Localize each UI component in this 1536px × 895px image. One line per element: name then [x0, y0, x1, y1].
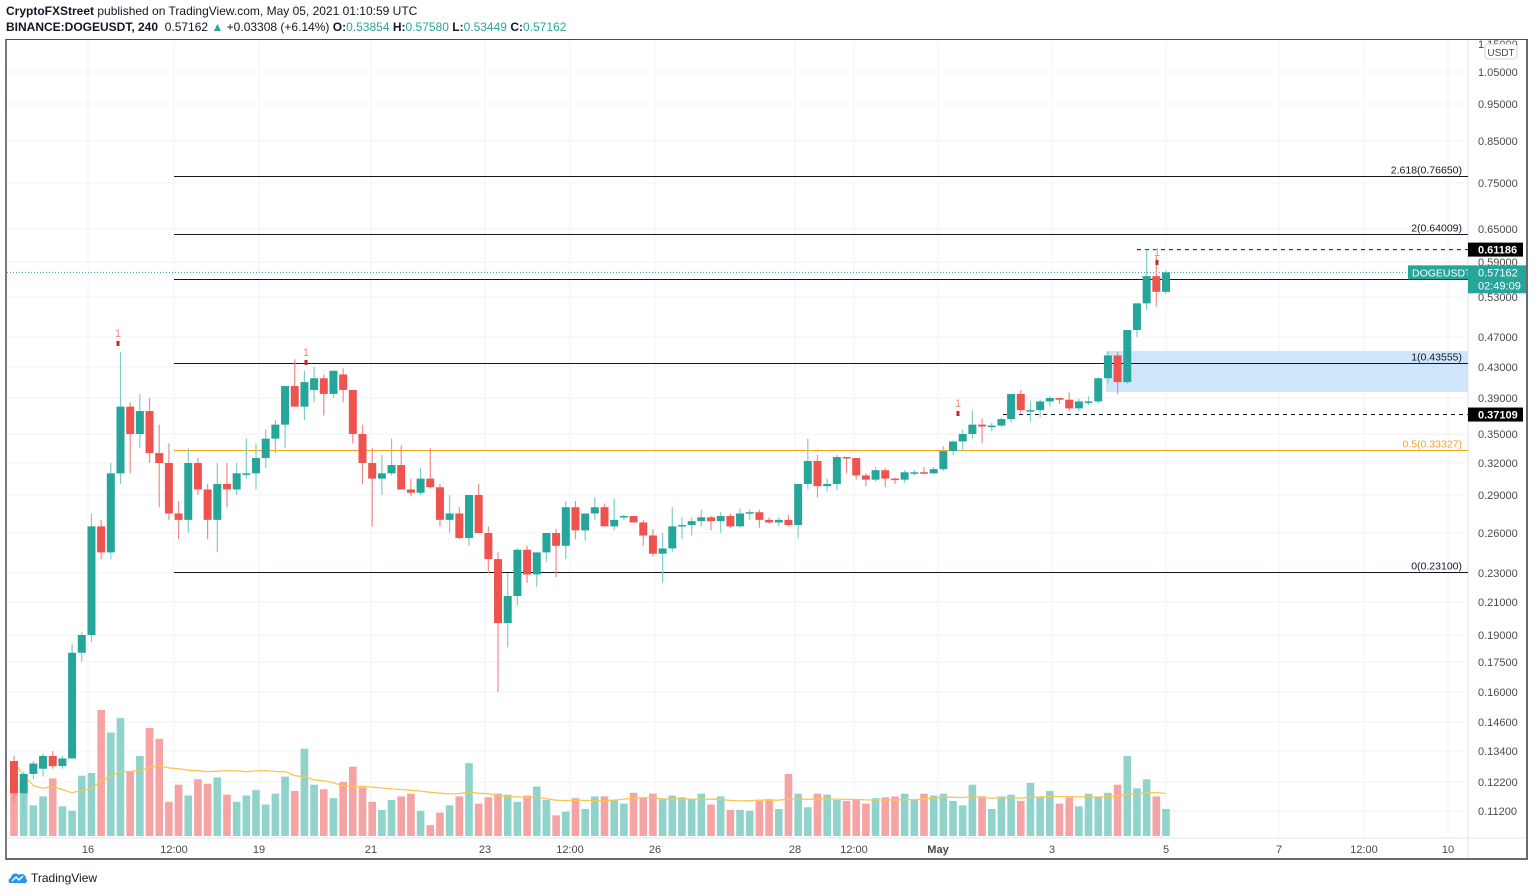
publish-text: published on TradingView.com, May 05, 20… [94, 4, 418, 18]
close-value: 0.57162 [522, 20, 567, 34]
publish-info: CryptoFXStreet published on TradingView.… [6, 4, 417, 18]
price-tick: 0.19000 [1478, 630, 1518, 642]
price-tick: 0.14600 [1478, 717, 1518, 729]
time-tick: 12:00 [1350, 844, 1378, 856]
currency-badge: USDT [1487, 48, 1514, 59]
time-tick: 23 [479, 844, 491, 856]
close-label: C: [510, 20, 523, 34]
price-tick: 0.39000 [1478, 393, 1518, 405]
signal-marker: 1 [1154, 247, 1160, 259]
svg-text:DOGEUSDT: DOGEUSDT [1412, 267, 1472, 279]
svg-text:0.37109: 0.37109 [1478, 410, 1518, 422]
high-label: H: [392, 20, 406, 34]
price-tick: 0.23000 [1478, 568, 1518, 580]
price-tick: 0.12200 [1478, 777, 1518, 789]
volume-bars [10, 710, 1170, 836]
time-tick: 28 [789, 844, 801, 856]
time-tick: 26 [649, 844, 661, 856]
price-tick: 0.47000 [1478, 332, 1518, 344]
low-value: 0.53449 [463, 20, 507, 34]
signal-marker: 1 [115, 328, 121, 340]
time-tick: May [927, 844, 949, 856]
last-price: 0.57162 [164, 20, 209, 34]
price-tick: 0.11200 [1478, 806, 1517, 818]
low-price-tag [1468, 407, 1523, 422]
time-tick: 16 [82, 844, 94, 856]
support-zone [1106, 351, 1468, 392]
tradingview-footer: TradingView [8, 871, 97, 885]
bar-countdown: 02:49:09 [1478, 280, 1521, 292]
candles [10, 249, 1170, 811]
signal-marker: 1 [303, 347, 309, 359]
high-price-tag [1468, 242, 1523, 257]
price-tick: 0.21000 [1478, 597, 1518, 609]
fib-label: 0(0.23100) [1411, 561, 1462, 573]
svg-text:0.61186: 0.61186 [1478, 245, 1517, 257]
signal-marker: 1 [955, 398, 961, 410]
publisher-name: CryptoFXStreet [6, 4, 95, 18]
chart-frame [5, 39, 1528, 860]
low-label: L: [452, 20, 464, 34]
current-price-tag [1468, 265, 1526, 294]
price-tick: 0.26000 [1478, 528, 1518, 540]
price-tick: 0.16000 [1478, 687, 1518, 699]
grid [7, 41, 1468, 836]
symbol-tag [1408, 265, 1468, 280]
price-tick: 0.65000 [1478, 224, 1518, 236]
open-label: O: [332, 20, 347, 34]
time-tick: 12:00 [840, 844, 868, 856]
price-tick: 0.13400 [1478, 746, 1518, 758]
volume-ma-line [13, 761, 1167, 802]
price-axis[interactable]: 1.150001.050000.950000.850000.750000.650… [1478, 39, 1518, 818]
time-tick: 12:00 [556, 844, 584, 856]
fib-label: 2(0.64009) [1411, 223, 1462, 235]
time-axis[interactable]: 16 12:00 19 21 23 12:00 26 28 12:00 May 3 5 7 12:00 10 [82, 844, 1454, 856]
tradingview-brand: TradingView [31, 871, 98, 885]
svg-text:0.57162: 0.57162 [1478, 267, 1518, 279]
time-tick: 19 [253, 844, 265, 856]
symbol-name: BINANCE:DOGEUSDT, 240 [6, 20, 159, 34]
high-value: 0.57580 [405, 20, 449, 34]
price-tick: 0.43000 [1478, 362, 1518, 374]
time-tick: 7 [1276, 844, 1282, 856]
price-tick: 0.75000 [1478, 178, 1518, 190]
fib-label: 0.5(0.33327) [1402, 439, 1462, 451]
price-change: +0.03308 (+6.14%) [226, 20, 330, 34]
price-tick: 0.95000 [1478, 99, 1518, 111]
time-tick: 12:00 [160, 844, 188, 856]
tradingview-logo-icon [8, 873, 28, 883]
fib-label: 1(0.43555) [1411, 352, 1462, 364]
price-tick: 0.32000 [1478, 458, 1518, 470]
time-tick: 3 [1049, 844, 1055, 856]
price-tick: 1.05000 [1478, 67, 1518, 79]
time-tick: 10 [1442, 844, 1454, 856]
symbol-info: BINANCE:DOGEUSDT, 240 0.57162 ▲ +0.03308… [6, 20, 566, 34]
up-triangle-icon: ▲ [211, 20, 224, 34]
price-tick: 0.53000 [1478, 292, 1518, 304]
price-tick: 0.35000 [1478, 429, 1518, 441]
time-tick: 5 [1163, 844, 1169, 856]
time-tick: 21 [365, 844, 377, 856]
open-value: 0.53854 [346, 20, 390, 34]
price-tick: 0.17500 [1478, 657, 1518, 669]
fib-label: 2.618(0.76650) [1391, 165, 1462, 177]
price-tick: 0.29000 [1478, 490, 1518, 502]
price-tick: 0.85000 [1478, 136, 1518, 148]
